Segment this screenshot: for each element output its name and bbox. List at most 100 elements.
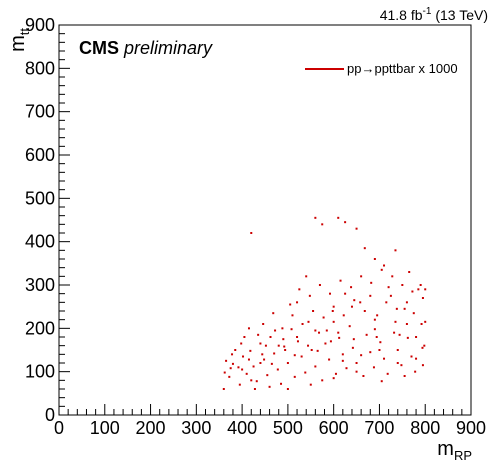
data-point — [242, 355, 245, 358]
data-point — [222, 388, 225, 390]
data-point — [423, 344, 426, 347]
data-point — [411, 290, 414, 293]
data-point — [307, 344, 310, 347]
data-point — [259, 342, 262, 345]
data-point — [355, 362, 358, 364]
data-point — [231, 353, 234, 356]
data-point — [300, 355, 303, 358]
axis-ticks — [58, 24, 472, 416]
data-point — [269, 336, 272, 338]
header-lumi: 41.8 fb-1 (13 TeV) — [380, 6, 488, 23]
data-point — [421, 346, 424, 349]
data-point — [389, 294, 392, 297]
data-point — [286, 388, 289, 390]
data-point — [400, 364, 403, 367]
data-point — [424, 320, 427, 323]
data-point — [249, 349, 252, 352]
data-point — [329, 340, 332, 343]
data-point — [262, 323, 265, 325]
data-point — [348, 325, 351, 328]
y-tick-label: 900 — [25, 15, 55, 35]
data-point — [240, 342, 243, 345]
data-point — [247, 358, 250, 361]
x-tick-label: 900 — [456, 418, 486, 438]
data-point — [408, 271, 411, 273]
data-point — [405, 323, 408, 325]
data-point — [421, 297, 424, 299]
y-tick-label: 0 — [45, 405, 55, 425]
data-point — [264, 344, 267, 347]
data-point — [253, 388, 256, 390]
data-point — [380, 380, 383, 383]
data-point — [231, 362, 234, 365]
x-tick-label: 300 — [181, 418, 211, 438]
data-point — [316, 349, 319, 352]
data-point — [321, 379, 324, 382]
data-point — [365, 333, 368, 336]
data-point — [286, 362, 289, 364]
data-point — [252, 365, 255, 368]
data-point — [280, 382, 283, 385]
data-point — [277, 344, 280, 347]
data-point — [276, 368, 279, 371]
data-point — [308, 294, 311, 297]
x-tick-label: 400 — [227, 418, 257, 438]
data-point — [283, 345, 286, 348]
data-point — [395, 307, 398, 310]
data-point — [339, 279, 342, 282]
data-point — [331, 310, 334, 312]
data-point — [417, 288, 420, 291]
data-point — [396, 349, 399, 351]
legend-label: pp→ppttbar x 1000 — [347, 61, 458, 76]
data-point — [415, 357, 418, 360]
data-point — [352, 338, 355, 341]
data-point — [259, 362, 262, 364]
data-point — [291, 314, 294, 317]
data-point — [314, 365, 317, 368]
plot-frame — [58, 24, 472, 416]
x-tick-label: 700 — [364, 418, 394, 438]
data-point — [344, 221, 347, 224]
data-point — [337, 331, 340, 334]
data-point — [284, 349, 287, 351]
data-point — [351, 346, 354, 349]
data-point — [373, 318, 376, 321]
data-point — [405, 301, 408, 304]
data-point — [234, 349, 237, 351]
data-point — [387, 286, 390, 289]
data-point — [369, 351, 372, 354]
data-point — [363, 310, 366, 312]
data-point — [321, 223, 324, 226]
data-point — [386, 372, 389, 375]
data-point — [353, 299, 356, 302]
data-point — [376, 314, 379, 317]
data-point — [394, 320, 397, 323]
data-point — [344, 292, 347, 295]
data-point — [360, 354, 363, 357]
data-point — [401, 284, 404, 286]
data-point — [329, 292, 332, 295]
data-point — [332, 305, 335, 308]
data-point — [250, 379, 253, 382]
x-tick-label: 0 — [54, 418, 64, 438]
data-point — [424, 288, 427, 291]
y-tick-label: 500 — [25, 188, 55, 208]
data-point — [369, 294, 372, 297]
data-point — [237, 366, 240, 369]
y-tick-labels: 0 100 200 300 400 500 600 700 800 900 — [25, 15, 55, 425]
data-point — [289, 303, 292, 306]
data-point — [274, 329, 277, 332]
data-point — [341, 353, 344, 356]
data-point — [250, 232, 253, 234]
data-point — [345, 367, 348, 370]
data-point — [241, 368, 244, 371]
data-point — [338, 336, 341, 339]
data-point — [412, 312, 415, 315]
data-point — [370, 281, 373, 284]
data-point — [332, 377, 335, 380]
data-point — [373, 328, 376, 331]
data-point — [420, 323, 423, 325]
data-point — [293, 375, 296, 378]
data-point — [372, 366, 375, 369]
